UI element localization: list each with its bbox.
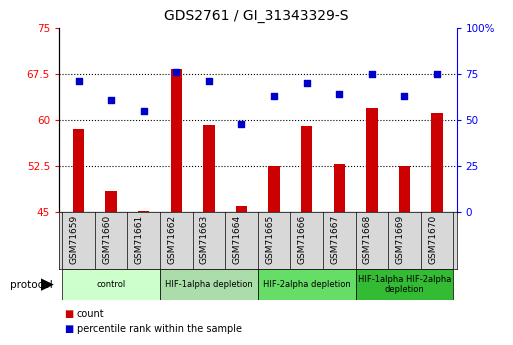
Bar (138, 211, 149, 212)
Bar (73, 129, 84, 212)
Point (270, 93, 278, 99)
Text: GSM71670: GSM71670 (428, 215, 437, 264)
Bar (366, 108, 378, 212)
Point (107, 97, 115, 102)
Point (74, 78, 83, 84)
Text: ■: ■ (64, 309, 73, 319)
Bar (236, 206, 247, 212)
Text: GSM71668: GSM71668 (363, 215, 372, 264)
Text: ■: ■ (64, 325, 73, 334)
Text: GSM71662: GSM71662 (167, 215, 176, 264)
Bar (106, 191, 117, 212)
Text: GSM71660: GSM71660 (102, 215, 111, 264)
Text: control: control (96, 280, 126, 289)
Point (433, 71, 441, 77)
Bar (356, 269, 453, 300)
Point (400, 93, 408, 99)
Text: protocol: protocol (10, 280, 53, 289)
Point (140, 108, 148, 114)
Text: GSM71667: GSM71667 (330, 215, 339, 264)
Bar (171, 69, 182, 212)
Bar (268, 166, 280, 212)
Text: count: count (77, 309, 105, 319)
Text: GSM71659: GSM71659 (70, 215, 78, 264)
Bar (333, 164, 345, 212)
Point (303, 80, 311, 86)
Bar (399, 166, 410, 212)
Point (368, 71, 376, 77)
Text: GSM71663: GSM71663 (200, 215, 209, 264)
Point (205, 78, 213, 84)
Bar (301, 126, 312, 212)
Text: HIF-2alpha depletion: HIF-2alpha depletion (263, 280, 350, 289)
Text: HIF-1alpha depletion: HIF-1alpha depletion (165, 280, 253, 289)
Bar (62, 269, 160, 300)
Text: GSM71661: GSM71661 (135, 215, 144, 264)
Text: percentile rank within the sample: percentile rank within the sample (77, 325, 242, 334)
Bar (431, 112, 443, 212)
Bar (160, 269, 258, 300)
Text: GSM71669: GSM71669 (396, 215, 404, 264)
Text: HIF-1alpha HIF-2alpha
depletion: HIF-1alpha HIF-2alpha depletion (358, 275, 451, 294)
Point (172, 69, 181, 75)
Text: GDS2761 / GI_31343329-S: GDS2761 / GI_31343329-S (164, 9, 349, 23)
Text: GSM71666: GSM71666 (298, 215, 307, 264)
Text: GSM71664: GSM71664 (232, 215, 242, 264)
Point (238, 121, 246, 126)
Bar (258, 269, 356, 300)
Point (335, 91, 343, 97)
Text: GSM71665: GSM71665 (265, 215, 274, 264)
Bar (203, 125, 214, 212)
